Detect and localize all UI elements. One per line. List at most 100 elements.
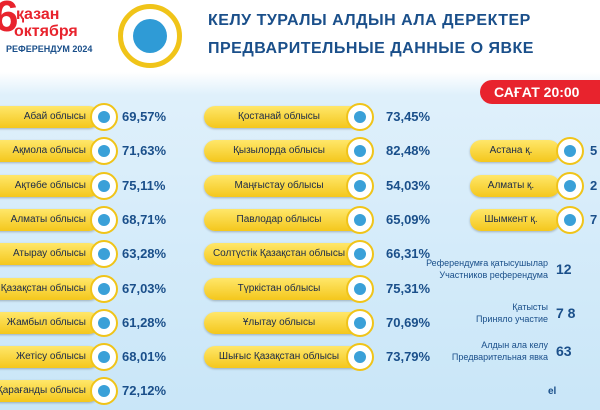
emblem	[346, 274, 374, 303]
emblem-mark	[354, 316, 366, 329]
emblem	[556, 205, 584, 234]
emblem-mark	[354, 145, 366, 158]
emblem	[90, 171, 118, 200]
emblem-mark	[98, 111, 110, 123]
region-turnout: 68,71%	[122, 211, 167, 227]
emblem	[346, 205, 374, 234]
region-name: Абай облысы	[0, 106, 100, 128]
region-name: Жамбыл облысы	[0, 311, 100, 334]
city-name: Алматы қ.	[470, 174, 560, 197]
region-name: Алматы облысы	[0, 208, 100, 231]
region-turnout: 54,03%	[386, 177, 431, 193]
emblem	[556, 137, 584, 166]
city-turnout: 7	[590, 211, 598, 227]
summary-label-kz: Қатысты	[512, 302, 548, 312]
region-turnout: 73,79%	[386, 349, 431, 365]
region-name: Түркістан облысы	[204, 277, 364, 300]
region-turnout: 82,48%	[386, 143, 431, 159]
emblem-mark	[98, 179, 110, 192]
title-ru: ПРЕДВАРИТЕЛЬНЫЕ ДАННЫЕ О ЯВКЕ	[208, 40, 534, 57]
region-turnout: 66,31%	[386, 246, 431, 262]
emblem	[90, 205, 118, 234]
region-turnout: 71,63%	[122, 143, 167, 159]
emblem-mark	[98, 282, 110, 295]
region-turnout: 63,28%	[122, 246, 167, 262]
emblem-mark	[354, 351, 366, 364]
title-kz: КЕЛУ ТУРАЛЫ АЛДЫН АЛА ДЕРЕКТЕР	[208, 12, 531, 29]
region-name: Қарағанды облысы	[0, 380, 100, 403]
region-turnout: 70,69%	[386, 314, 431, 330]
emblem	[90, 137, 118, 166]
month-ru: октября	[14, 23, 78, 40]
emblem	[90, 343, 118, 372]
region-turnout: 61,28%	[122, 314, 167, 330]
day: 6	[0, 0, 19, 41]
region-turnout: 67,03%	[122, 280, 167, 296]
emblem	[346, 343, 374, 372]
region-name: Ақтөбе облысы	[0, 174, 100, 197]
time-badge: САҒАТ 20:00	[480, 80, 600, 104]
emblem	[346, 171, 374, 200]
emblem-mark	[98, 145, 110, 158]
region-name: Маңғыстау облысы	[204, 174, 364, 197]
logo	[118, 4, 182, 68]
city-turnout: 2	[590, 177, 598, 193]
emblem	[90, 377, 118, 406]
emblem	[556, 171, 584, 200]
emblem	[346, 103, 374, 131]
emblem	[346, 137, 374, 166]
footer: el	[548, 386, 557, 397]
summary-label-kz: Алдын ала келу	[481, 340, 548, 350]
region-name: Ұлытау облысы	[204, 311, 364, 334]
emblem-mark	[354, 213, 366, 226]
emblem-mark	[98, 213, 110, 226]
region-turnout: 75,31%	[386, 280, 431, 296]
region-turnout: 72,12%	[122, 383, 167, 399]
emblem-mark	[98, 316, 110, 329]
emblem-mark	[354, 111, 366, 123]
emblem	[90, 308, 118, 337]
emblem-mark	[354, 248, 366, 261]
region-turnout: 65,09%	[386, 211, 431, 227]
summary-value: 63	[556, 343, 572, 359]
region-name: Қызылорда облысы	[204, 140, 364, 163]
emblem-mark	[98, 248, 110, 261]
region-name: Ақмола облысы	[0, 140, 100, 163]
region-turnout: 73,45%	[386, 109, 431, 124]
month-kz: қазан	[16, 6, 60, 23]
city-turnout: 5	[590, 143, 598, 159]
emblem-mark	[354, 179, 366, 192]
region-name: Шығыс Қазақстан облысы	[204, 346, 364, 369]
region-turnout: 69,57%	[122, 109, 167, 124]
summary-label-ru: Участников референдума	[439, 270, 548, 280]
summary-value: 12	[556, 261, 572, 277]
region-turnout: 75,11%	[122, 177, 166, 193]
emblem	[346, 240, 374, 269]
summary-label-kz: Референдумға қатысушылар	[426, 258, 548, 268]
emblem-mark	[354, 282, 366, 295]
emblem	[346, 308, 374, 337]
region-turnout: 68,01%	[122, 349, 167, 365]
emblem	[90, 240, 118, 269]
emblem	[90, 103, 118, 131]
region-name: Солтүстік Қазақстан облысы	[204, 243, 364, 266]
emblem-mark	[98, 351, 110, 364]
emblem-mark	[564, 179, 576, 192]
emblem-mark	[98, 385, 110, 398]
summary-label-ru: Предварительная явка	[451, 352, 548, 362]
event: РЕФЕРЕНДУМ 2024	[6, 44, 93, 54]
region-name: Атырау облысы	[0, 243, 100, 266]
emblem	[90, 274, 118, 303]
region-name: Қостанай облысы	[204, 106, 364, 128]
region-name: Жетісу облысы	[0, 346, 100, 369]
region-name: с Қазақстан облысы	[0, 277, 100, 300]
region-name: Павлодар облысы	[204, 208, 364, 231]
summary-label-ru: Приняло участие	[475, 314, 548, 324]
emblem-mark	[564, 213, 576, 226]
emblem-mark	[564, 145, 576, 158]
city-name: Астана қ.	[470, 140, 560, 163]
logo-center	[133, 19, 167, 53]
city-name: Шымкент қ.	[470, 208, 560, 231]
summary-value: 7 8	[556, 305, 576, 321]
